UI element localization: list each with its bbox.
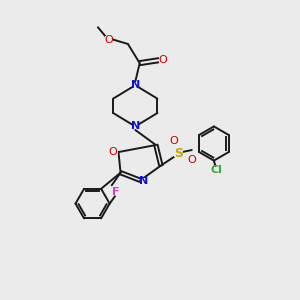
- Text: Cl: Cl: [210, 165, 222, 175]
- Bar: [159, 57, 167, 63]
- Text: N: N: [139, 176, 148, 186]
- Bar: [174, 151, 183, 157]
- Bar: [109, 149, 118, 155]
- Text: N: N: [131, 80, 140, 90]
- Bar: [105, 36, 113, 43]
- Text: O: O: [188, 155, 196, 165]
- Text: O: O: [109, 147, 118, 157]
- Bar: [140, 178, 148, 184]
- Text: S: S: [174, 147, 183, 160]
- Text: O: O: [159, 55, 167, 65]
- Text: O: O: [169, 136, 178, 146]
- Text: F: F: [112, 187, 120, 197]
- Text: O: O: [105, 34, 113, 45]
- Bar: [132, 82, 139, 88]
- Bar: [132, 124, 139, 129]
- Text: N: N: [131, 122, 140, 131]
